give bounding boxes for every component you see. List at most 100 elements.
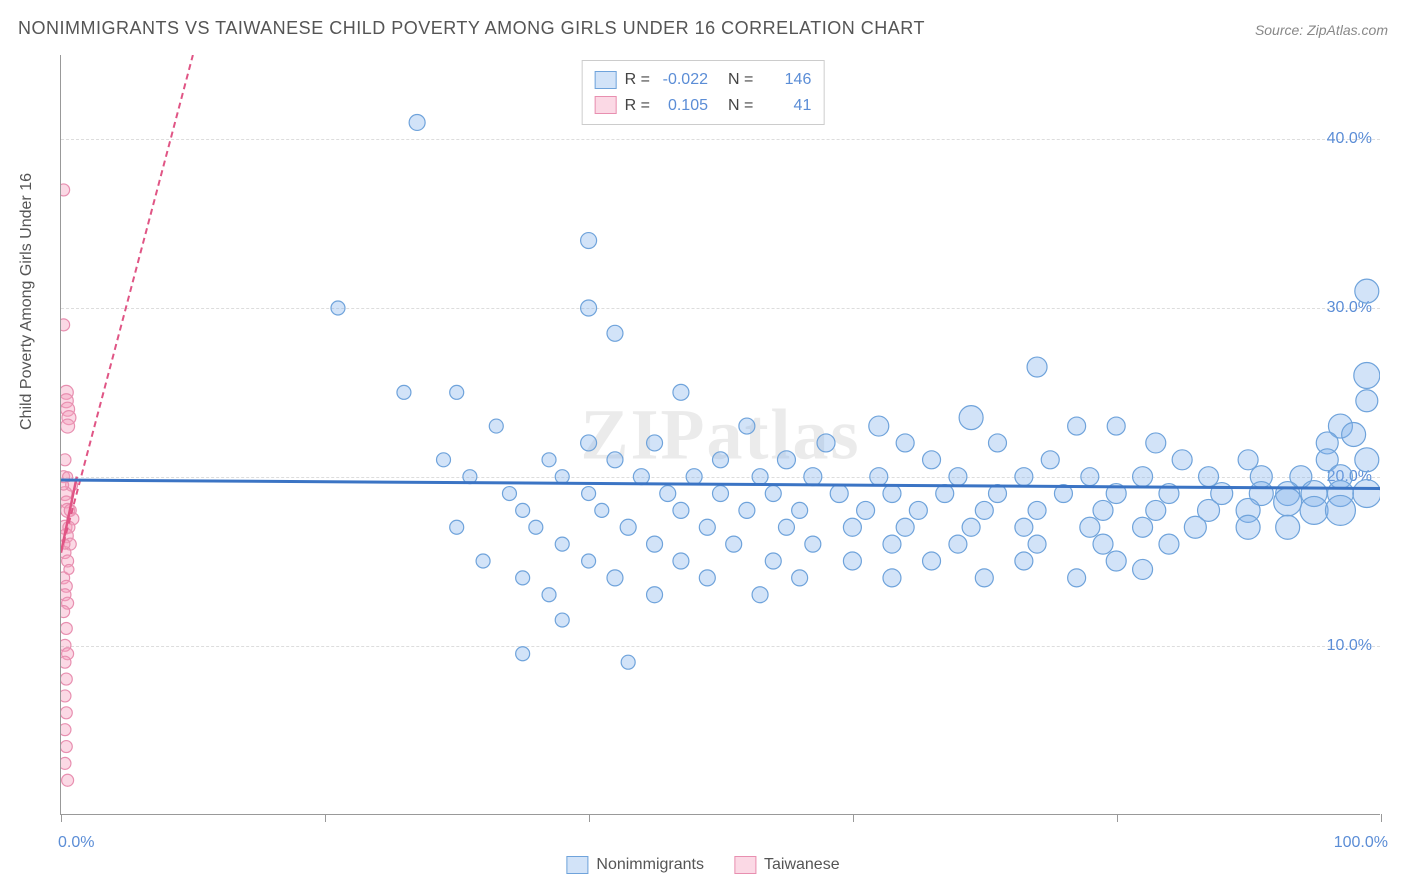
x-axis-max-label: 100.0% (1334, 834, 1388, 852)
data-point-taiwanese (62, 774, 74, 786)
legend-series: Nonimmigrants Taiwanese (566, 856, 839, 874)
data-point-taiwanese (61, 184, 70, 196)
data-point-nonimmigrants (673, 384, 689, 400)
data-point-nonimmigrants (778, 519, 794, 535)
data-point-nonimmigrants (805, 536, 821, 552)
data-point-nonimmigrants (1354, 362, 1380, 388)
data-point-nonimmigrants (331, 301, 345, 315)
data-point-nonimmigrants (660, 486, 676, 502)
data-point-nonimmigrants (581, 300, 597, 316)
data-point-nonimmigrants (959, 406, 983, 430)
data-point-nonimmigrants (516, 647, 530, 661)
data-point-nonimmigrants (1146, 433, 1166, 453)
data-point-nonimmigrants (582, 487, 596, 501)
data-point-nonimmigrants (1081, 468, 1099, 486)
data-point-nonimmigrants (869, 416, 889, 436)
legend-label: Nonimmigrants (596, 856, 704, 874)
data-point-nonimmigrants (699, 519, 715, 535)
data-point-nonimmigrants (1238, 450, 1258, 470)
data-point-nonimmigrants (1353, 480, 1380, 508)
y-axis-label: Child Poverty Among Girls Under 16 (18, 173, 36, 430)
data-point-nonimmigrants (409, 114, 425, 130)
data-point-nonimmigrants (529, 520, 543, 534)
x-tick (1381, 814, 1382, 822)
data-point-nonimmigrants (607, 325, 623, 341)
data-point-nonimmigrants (817, 434, 835, 452)
legend-row: R = -0.022 N = 146 (595, 67, 812, 93)
data-point-nonimmigrants (1106, 551, 1126, 571)
source-attribution: Source: ZipAtlas.com (1255, 22, 1388, 38)
data-point-nonimmigrants (975, 569, 993, 587)
data-point-nonimmigrants (739, 418, 755, 434)
legend-r-value: -0.022 (658, 67, 708, 93)
data-point-nonimmigrants (923, 552, 941, 570)
data-point-nonimmigrants (830, 485, 848, 503)
legend-r-label: R = (625, 93, 650, 119)
data-point-nonimmigrants (1041, 451, 1059, 469)
data-point-nonimmigrants (870, 468, 888, 486)
legend-correlation-box: R = -0.022 N = 146 R = 0.105 N = 41 (582, 60, 825, 125)
data-point-nonimmigrants (962, 518, 980, 536)
data-point-nonimmigrants (1068, 417, 1086, 435)
data-point-nonimmigrants (1015, 468, 1033, 486)
data-point-nonimmigrants (581, 233, 597, 249)
data-point-nonimmigrants (607, 570, 623, 586)
data-point-nonimmigrants (752, 587, 768, 603)
legend-r-label: R = (625, 67, 650, 93)
data-point-nonimmigrants (909, 501, 927, 519)
data-point-nonimmigrants (1236, 515, 1260, 539)
data-point-taiwanese (61, 656, 71, 668)
data-point-nonimmigrants (1068, 569, 1086, 587)
data-point-taiwanese (61, 673, 72, 685)
x-tick (325, 814, 326, 822)
data-point-nonimmigrants (1133, 559, 1153, 579)
legend-n-value: 41 (761, 93, 811, 119)
data-point-nonimmigrants (542, 588, 556, 602)
data-point-nonimmigrants (988, 434, 1006, 452)
data-point-nonimmigrants (765, 486, 781, 502)
data-point-nonimmigrants (620, 519, 636, 535)
data-point-nonimmigrants (713, 486, 729, 502)
data-point-nonimmigrants (647, 587, 663, 603)
data-point-nonimmigrants (542, 453, 556, 467)
x-tick (61, 814, 62, 822)
data-point-nonimmigrants (752, 469, 768, 485)
legend-item: Taiwanese (734, 856, 840, 874)
data-point-nonimmigrants (555, 613, 569, 627)
data-point-nonimmigrants (1184, 516, 1206, 538)
trendline-taiwanese (61, 55, 193, 553)
data-point-nonimmigrants (792, 570, 808, 586)
legend-item: Nonimmigrants (566, 856, 704, 874)
data-point-nonimmigrants (1015, 518, 1033, 536)
data-point-nonimmigrants (647, 435, 663, 451)
x-tick (853, 814, 854, 822)
data-point-taiwanese (61, 319, 70, 331)
data-point-nonimmigrants (450, 385, 464, 399)
data-point-nonimmigrants (397, 385, 411, 399)
data-point-nonimmigrants (582, 554, 596, 568)
data-point-nonimmigrants (1015, 552, 1033, 570)
data-point-nonimmigrants (949, 468, 967, 486)
data-point-nonimmigrants (1356, 390, 1378, 412)
data-point-nonimmigrants (516, 571, 530, 585)
legend-n-label: N = (728, 93, 753, 119)
data-point-nonimmigrants (923, 451, 941, 469)
legend-swatch (734, 856, 756, 874)
data-point-nonimmigrants (489, 419, 503, 433)
data-point-taiwanese (61, 724, 71, 736)
data-point-taiwanese (61, 419, 75, 433)
data-point-nonimmigrants (673, 502, 689, 518)
data-point-taiwanese (61, 690, 71, 702)
data-point-nonimmigrants (896, 518, 914, 536)
data-point-nonimmigrants (621, 655, 635, 669)
x-axis-min-label: 0.0% (58, 834, 94, 852)
data-point-nonimmigrants (843, 552, 861, 570)
data-point-nonimmigrants (1093, 534, 1113, 554)
x-tick (589, 814, 590, 822)
data-point-nonimmigrants (673, 553, 689, 569)
data-point-taiwanese (64, 564, 74, 574)
chart-title: NONIMMIGRANTS VS TAIWANESE CHILD POVERTY… (18, 18, 925, 39)
data-point-nonimmigrants (792, 502, 808, 518)
data-point-nonimmigrants (804, 468, 822, 486)
data-point-taiwanese (61, 480, 69, 490)
